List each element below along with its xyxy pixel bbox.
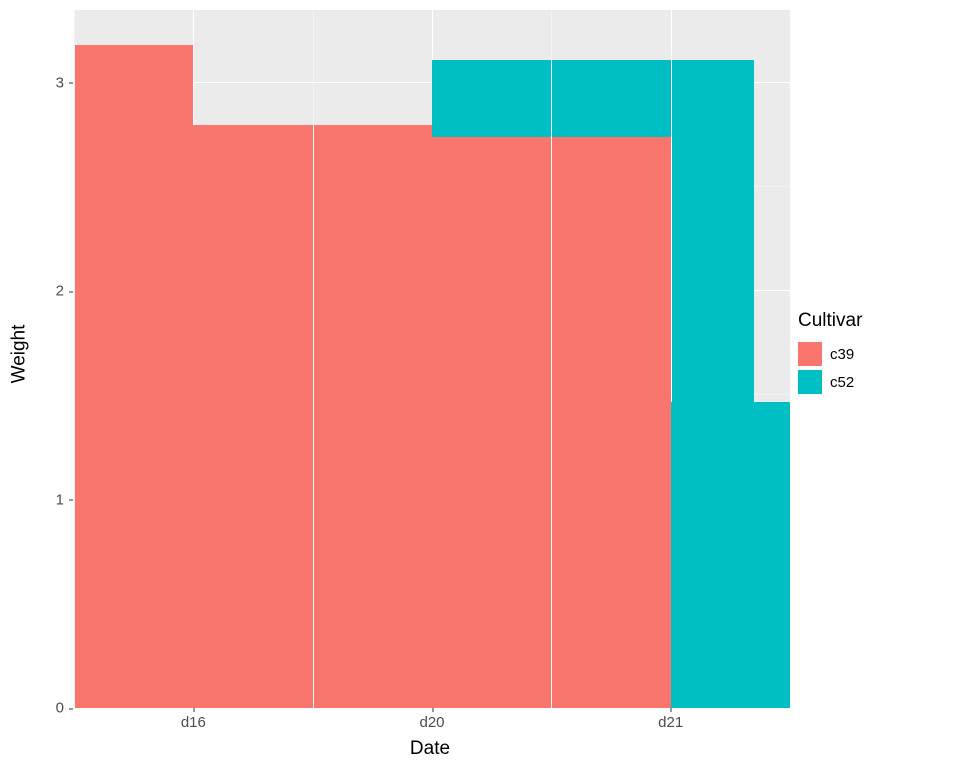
legend-items: c39 c52 (798, 342, 948, 398)
y-axis-title-wrap: Weight (6, 0, 32, 708)
bar (671, 402, 790, 708)
x-tick-label: d20 (419, 714, 444, 731)
y-tick-label: 0 (32, 700, 68, 717)
x-axis-title: Date (70, 736, 790, 762)
x-tick-label: d21 (658, 714, 683, 731)
legend-item: c39 (798, 342, 948, 366)
y-tick-label: 3 (32, 74, 68, 91)
y-axis-ticks: 0123 (32, 10, 68, 708)
y-axis-title: Weight (8, 325, 30, 384)
vgridline-minor (551, 10, 552, 708)
chart-container: Weight 0123 d16d20d21 Date Cultivar c39c… (0, 0, 960, 768)
legend: Cultivar c39 c52 (798, 0, 948, 708)
legend-label: c39 (830, 346, 854, 363)
legend-key (798, 342, 822, 366)
plot-panel (74, 10, 790, 708)
legend-title: Cultivar (798, 310, 948, 332)
y-tick-label: 2 (32, 283, 68, 300)
x-tick-label: d16 (181, 714, 206, 731)
y-tick-label: 1 (32, 491, 68, 508)
vgridline-minor (313, 10, 314, 708)
bar (348, 137, 670, 708)
vgridline-minor (74, 10, 75, 708)
x-axis-ticks: d16 d20 d21 (74, 712, 790, 734)
legend-label: c52 (830, 374, 854, 391)
legend-key (798, 370, 822, 394)
legend-item: c52 (798, 370, 948, 394)
